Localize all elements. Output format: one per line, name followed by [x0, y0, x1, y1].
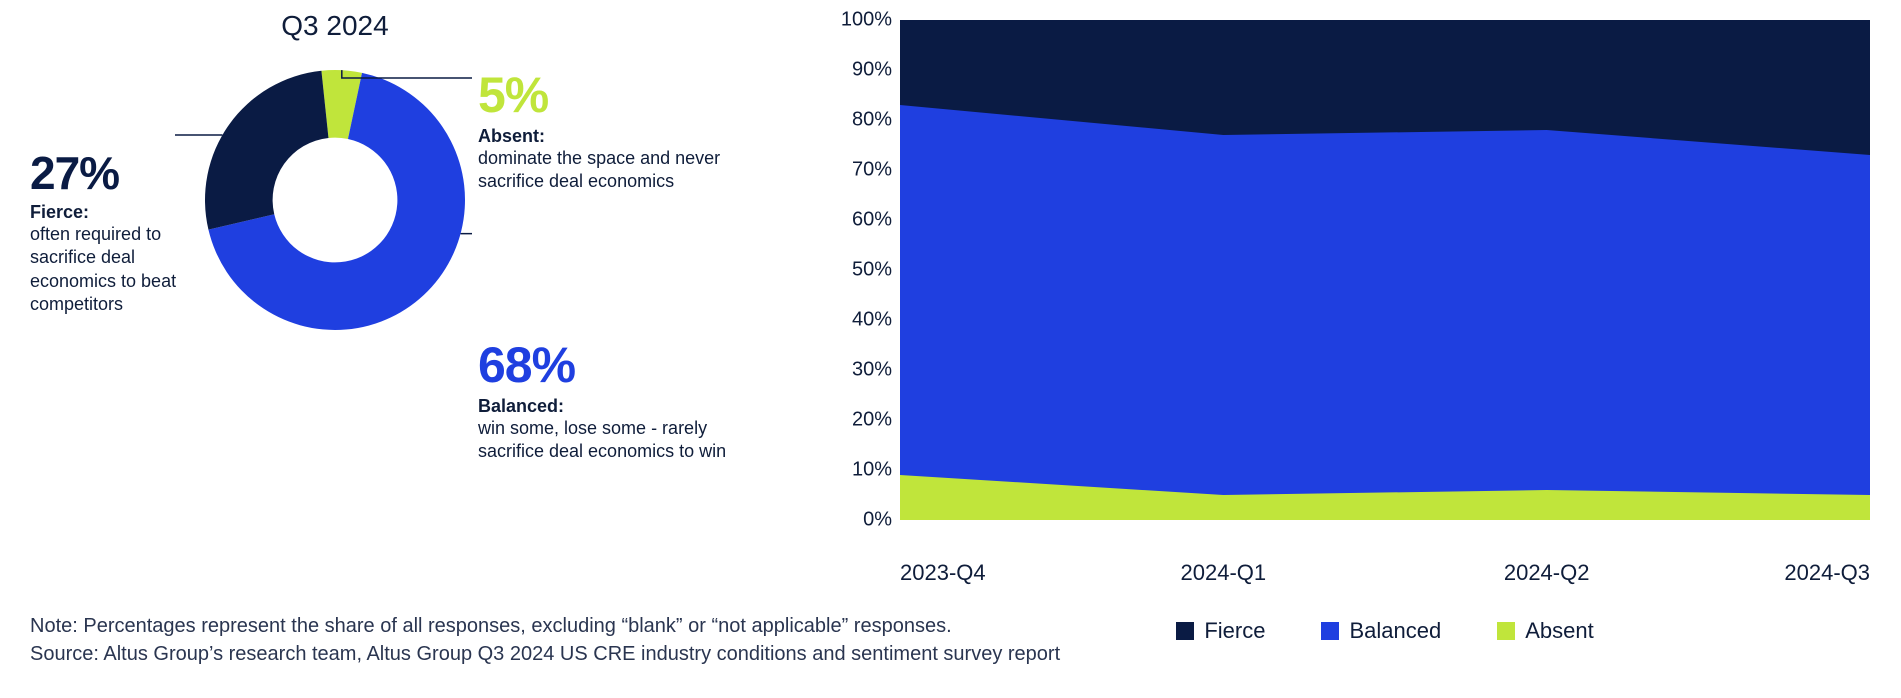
legend-label: Balanced — [1349, 618, 1441, 644]
fierce-desc: often required to sacrifice deal economi… — [30, 223, 200, 317]
x-tick: 2023-Q4 — [900, 560, 986, 586]
y-tick: 50% — [852, 259, 892, 282]
x-tick: 2024-Q1 — [1181, 560, 1267, 586]
y-tick: 100% — [841, 9, 892, 32]
y-tick: 40% — [852, 309, 892, 332]
legend-item-absent: Absent — [1497, 618, 1594, 644]
balanced-desc: win some, lose some - rarely sacrifice d… — [478, 417, 758, 464]
donut-panel: Q3 2024 5% Absent: dominate the space an… — [0, 0, 830, 698]
footnote-note: Note: Percentages represent the share of… — [30, 612, 1080, 640]
y-tick: 20% — [852, 409, 892, 432]
area-chart — [900, 20, 1870, 520]
y-tick: 10% — [852, 459, 892, 482]
x-tick: 2024-Q3 — [1784, 560, 1870, 586]
y-tick: 80% — [852, 109, 892, 132]
absent-title: Absent: — [478, 126, 738, 147]
y-tick: 90% — [852, 59, 892, 82]
legend-swatch — [1321, 622, 1339, 640]
y-tick: 60% — [852, 209, 892, 232]
y-tick: 30% — [852, 359, 892, 382]
x-axis: 2023-Q4 2024-Q1 2024-Q2 2024-Q3 — [900, 560, 1870, 590]
footnote: Note: Percentages represent the share of… — [30, 612, 1080, 668]
y-axis: 0%10%20%30%40%50%60%70%80%90%100% — [830, 20, 900, 520]
legend-swatch — [1497, 622, 1515, 640]
absent-desc: dominate the space and never sacrifice d… — [478, 147, 738, 194]
legend-swatch — [1176, 622, 1194, 640]
callout-balanced: 68% Balanced: win some, lose some - rare… — [478, 340, 758, 464]
fierce-title: Fierce: — [30, 202, 200, 223]
footnote-source: Source: Altus Group’s research team, Alt… — [30, 640, 1080, 668]
fierce-pct: 27% — [30, 150, 200, 196]
legend-label: Absent — [1525, 618, 1594, 644]
y-tick: 0% — [863, 509, 892, 532]
area-panel: 0%10%20%30%40%50%60%70%80%90%100% 2023-Q… — [830, 20, 1880, 640]
callout-absent: 5% Absent: dominate the space and never … — [478, 70, 738, 194]
balanced-pct: 68% — [478, 340, 758, 390]
donut-title: Q3 2024 — [235, 10, 435, 42]
legend-item-balanced: Balanced — [1321, 618, 1441, 644]
callout-fierce: 27% Fierce: often required to sacrifice … — [30, 150, 200, 317]
balanced-title: Balanced: — [478, 396, 758, 417]
x-tick: 2024-Q2 — [1504, 560, 1590, 586]
y-tick: 70% — [852, 159, 892, 182]
absent-pct: 5% — [478, 70, 738, 120]
donut-chart — [200, 65, 470, 335]
legend-label: Fierce — [1204, 618, 1265, 644]
legend-item-fierce: Fierce — [1176, 618, 1265, 644]
